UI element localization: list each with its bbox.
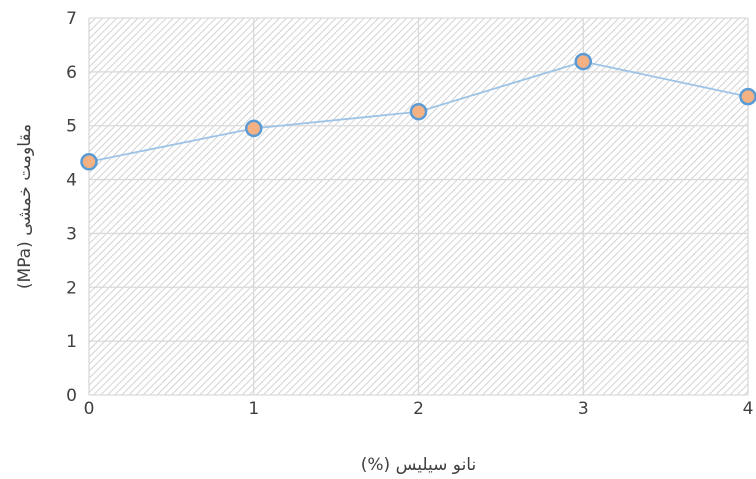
y-tick-labels: 0 1 2 3 4 5 6 7 (66, 9, 77, 406)
x-axis-title: نانو سیلیس (%) (361, 455, 476, 475)
x-tick-labels: 0 1 2 3 4 (84, 399, 754, 419)
gridlines (88, 17, 749, 396)
y-tick-label: 7 (66, 9, 77, 29)
y-axis-title: مقاومت خمشی (MPa) (15, 124, 35, 289)
data-point (80, 153, 98, 171)
data-point (574, 52, 592, 71)
y-tick-label: 3 (66, 224, 77, 244)
y-tick-label: 1 (66, 332, 77, 352)
x-tick-label: 0 (84, 399, 95, 419)
data-point (245, 119, 263, 138)
y-tick-label: 5 (66, 117, 77, 137)
y-tick-label: 6 (66, 63, 77, 83)
x-tick-label: 2 (413, 399, 424, 419)
x-tick-label: 3 (578, 399, 589, 419)
y-tick-label: 2 (66, 278, 77, 298)
data-point (739, 87, 756, 106)
y-tick-label: 0 (66, 386, 77, 406)
y-tick-label: 4 (66, 171, 77, 191)
data-point (409, 102, 428, 121)
x-tick-label: 1 (248, 399, 259, 419)
data-points (80, 52, 756, 171)
x-tick-label: 4 (743, 399, 754, 419)
